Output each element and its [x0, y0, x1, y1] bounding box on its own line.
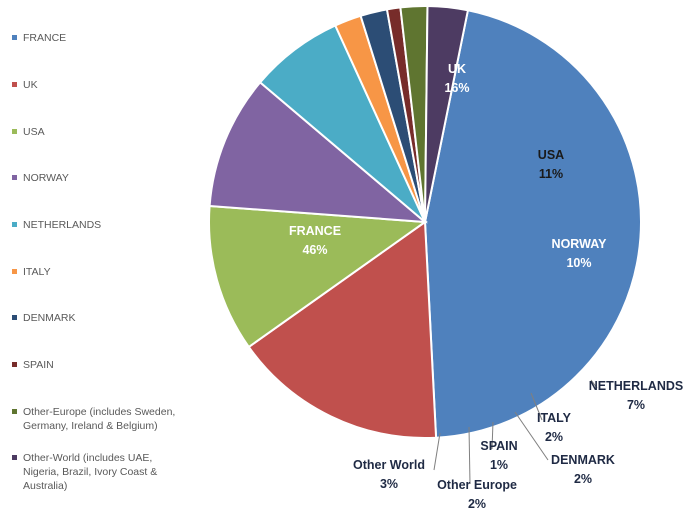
legend-label-france: FRANCE: [23, 32, 67, 44]
legend-label-other-world: Other-World (includes UAE, Nigeria, Braz…: [23, 452, 158, 492]
slice-value-usa: 11%: [539, 167, 563, 181]
legend-label-denmark: DENMARK: [23, 312, 76, 324]
slice-label-other-world: Other World: [353, 458, 425, 472]
slice-value-denmark: 2%: [574, 472, 592, 486]
pie-slice-other-world: [424, 5, 470, 223]
legend-label-italy: ITALY: [23, 266, 51, 278]
legend-label-usa: USA: [23, 126, 45, 138]
legend-swatch-denmark: [12, 315, 17, 320]
legend-label-uk: UK: [23, 79, 38, 91]
slice-label-italy: ITALY: [537, 411, 572, 425]
legend-swatch-uk: [12, 82, 17, 87]
pie-slice-uk: [247, 220, 438, 439]
pie-slice-france: [423, 9, 642, 439]
slice-value-spain: 1%: [490, 458, 508, 472]
leader-line-netherlands: [590, 379, 598, 389]
pie-slice-norway: [208, 81, 428, 224]
slice-value-other-europe: 2%: [468, 497, 486, 511]
slice-label-netherlands: NETHERLANDS: [589, 379, 683, 393]
legend-label-other-europe: Other-Europe (includes Sweden, Germany, …: [23, 406, 176, 432]
leader-line-denmark: [514, 411, 549, 461]
leader-lines: [433, 379, 598, 485]
slice-value-other-world: 3%: [380, 477, 398, 491]
slice-label-france: FRANCE: [289, 224, 341, 238]
legend-swatch-other-europe: [12, 409, 17, 414]
pie-slice-usa: [208, 204, 428, 349]
legend-swatch-spain: [12, 362, 17, 367]
slice-value-uk: 16%: [444, 81, 469, 95]
slice-value-italy: 2%: [545, 430, 563, 444]
leader-line-other-world: [433, 432, 441, 471]
legend-swatch-usa: [12, 129, 17, 134]
slice-label-denmark: DENMARK: [551, 453, 615, 467]
slice-labels: FRANCE 46% UK 16% USA 11% NORWAY 10% NETHERLANDS…: [289, 62, 683, 511]
slice-value-france: 46%: [302, 243, 327, 257]
legend-label-norway: NORWAY: [23, 172, 69, 184]
legend-swatch-netherlands: [12, 222, 17, 227]
slice-label-uk: UK: [448, 62, 466, 76]
pie-slices: [208, 5, 642, 439]
leader-line-spain: [491, 421, 494, 450]
leader-line-italy: [530, 392, 543, 421]
slice-label-usa: USA: [538, 148, 564, 162]
legend-swatch-other-world: [12, 455, 17, 460]
legend-swatch-norway: [12, 175, 17, 180]
legend-swatch-france: [12, 35, 17, 40]
legend-label-netherlands: NETHERLANDS: [23, 219, 102, 231]
slice-label-norway: NORWAY: [552, 237, 608, 251]
slice-label-spain: SPAIN: [480, 439, 517, 453]
slice-label-other-europe: Other Europe: [437, 478, 517, 492]
slice-value-netherlands: 7%: [627, 398, 645, 412]
slice-value-norway: 10%: [566, 256, 591, 270]
leader-line-other-europe: [468, 426, 471, 485]
legend-label-spain: SPAIN: [23, 359, 54, 371]
legend-swatch-italy: [12, 269, 17, 274]
